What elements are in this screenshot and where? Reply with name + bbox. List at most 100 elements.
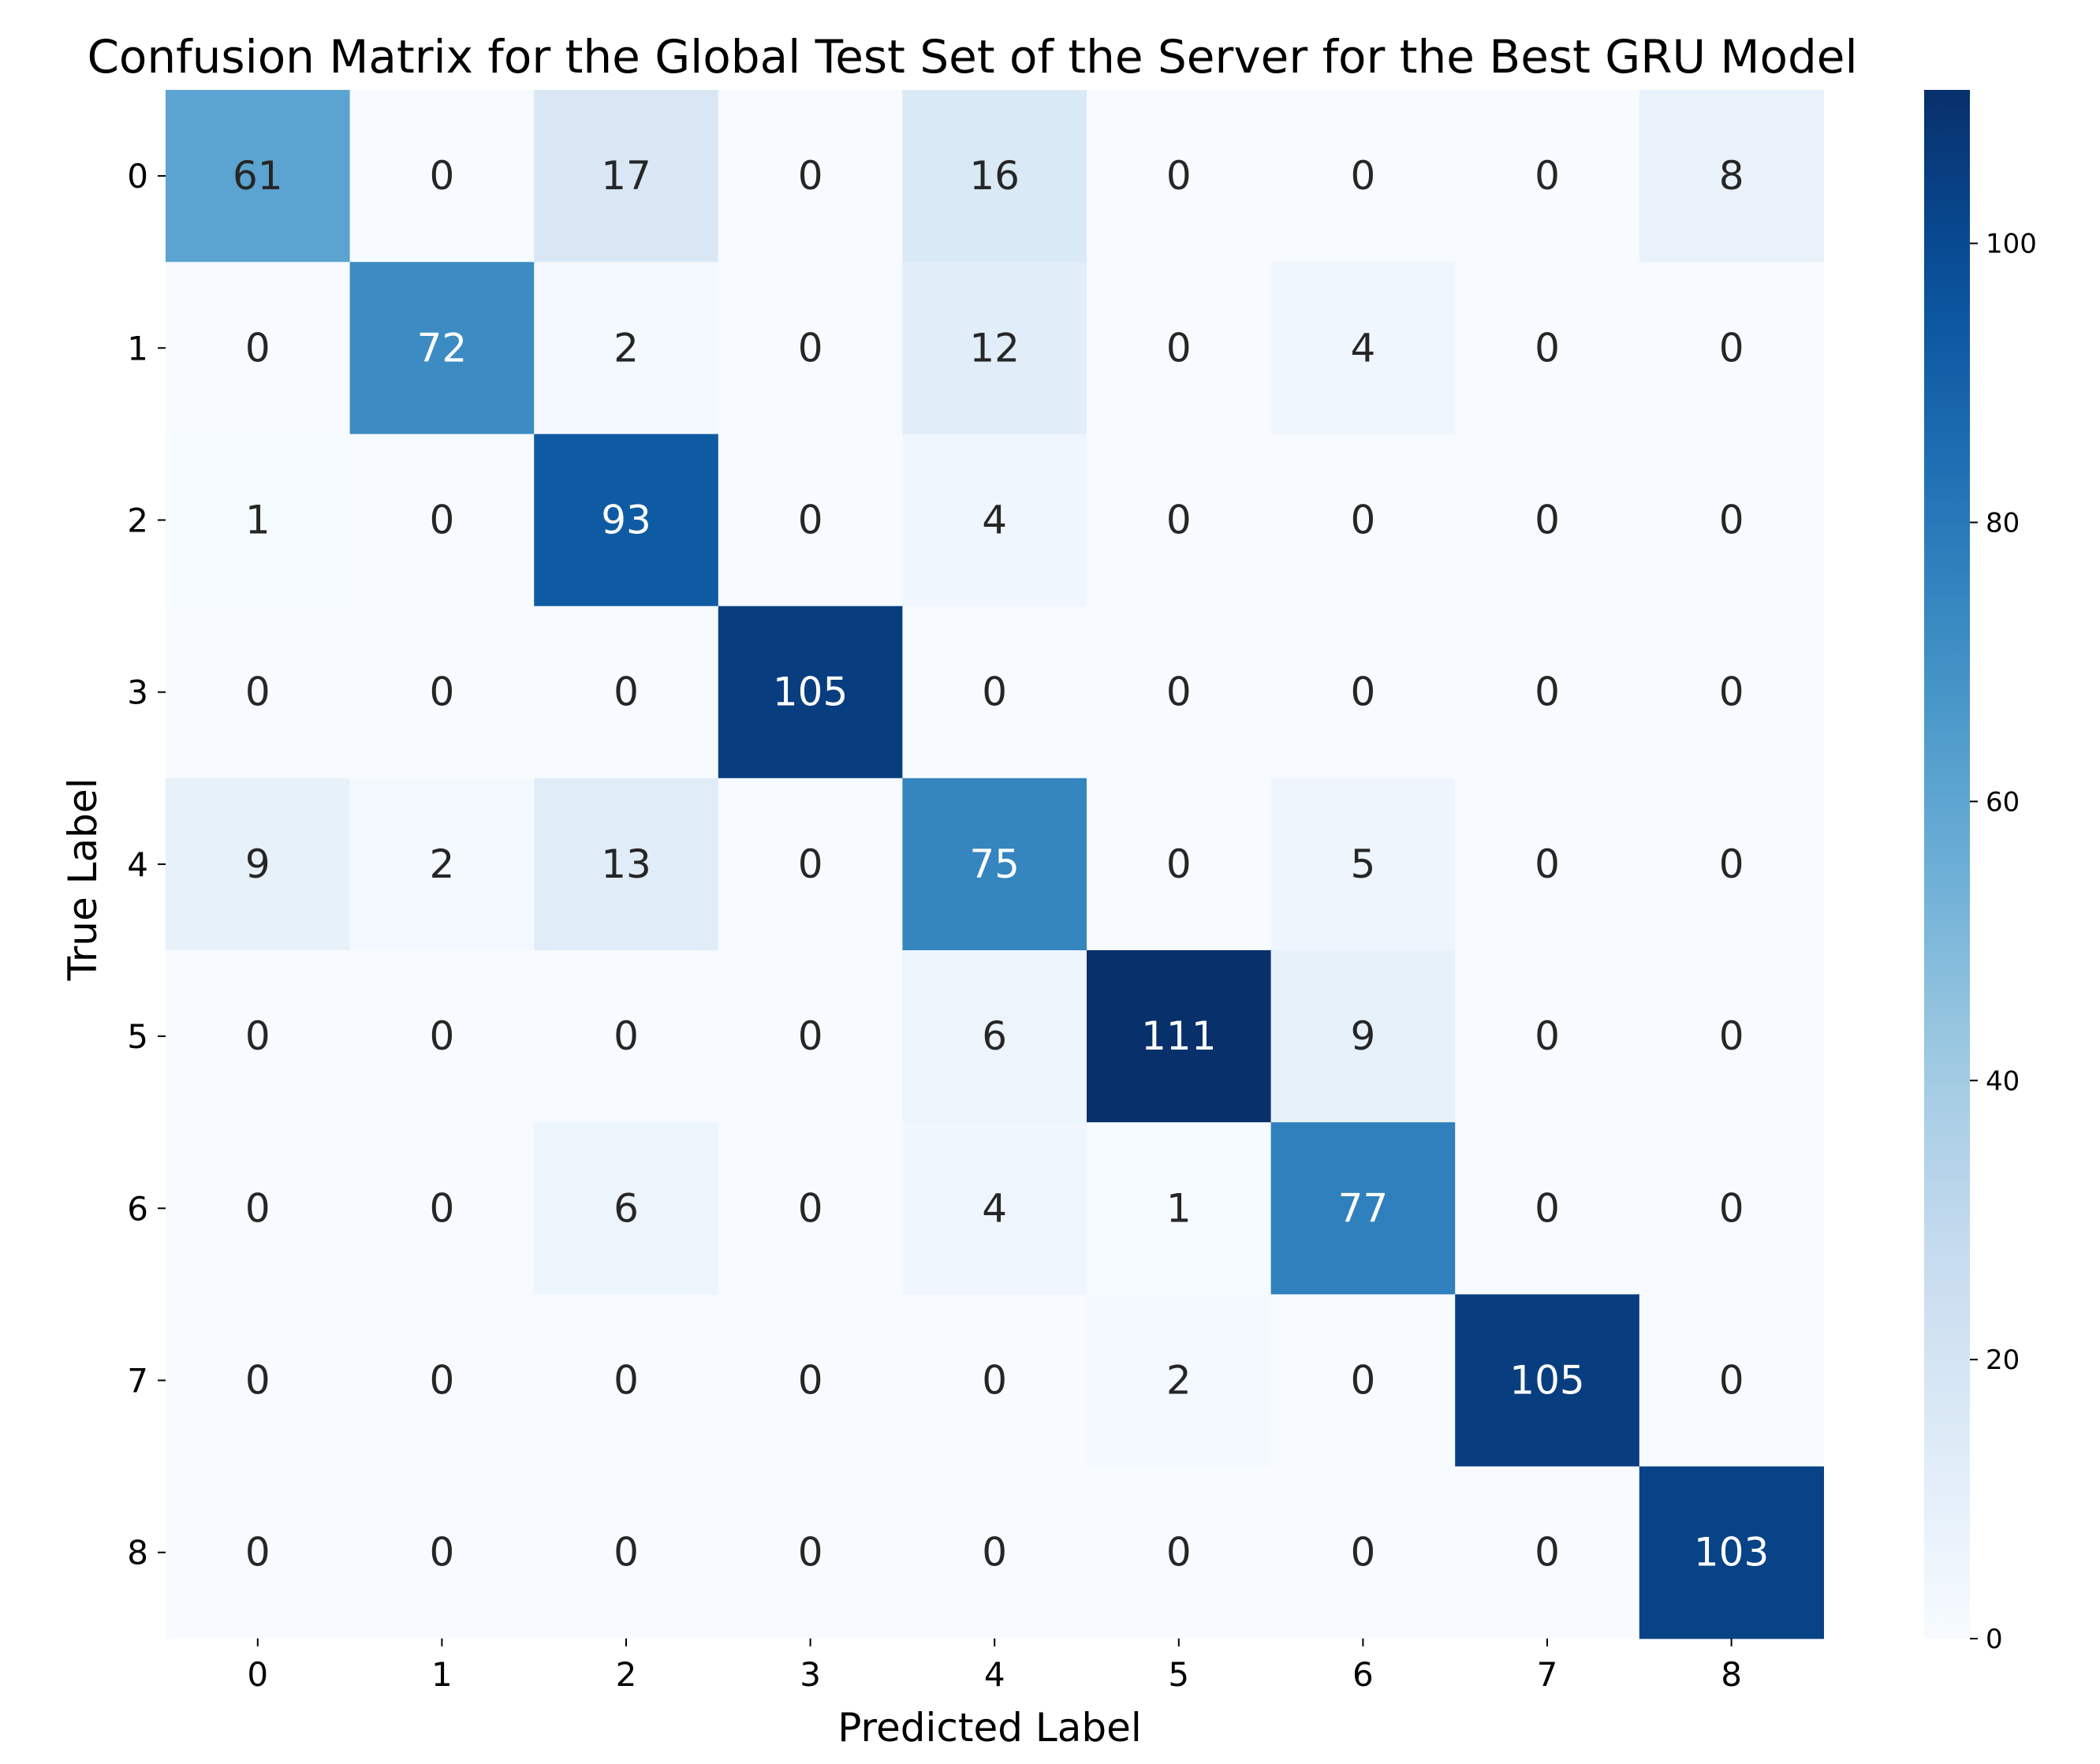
- heatmap-cell: [1639, 950, 1824, 1123]
- heatmap-cell: [166, 434, 351, 607]
- heatmap-cell: [166, 1294, 351, 1468]
- cell-value-label: 4: [982, 1185, 1007, 1231]
- heatmap-cell: [1087, 1294, 1272, 1468]
- heatmap-cell: [1087, 950, 1272, 1123]
- heatmap-cell: [166, 778, 351, 951]
- cell-value-label: 6: [982, 1013, 1007, 1059]
- colorbar-tick-label: 40: [1986, 1065, 2020, 1097]
- cell-value-label: 0: [798, 841, 823, 887]
- x-tick-label: 3: [800, 1655, 821, 1694]
- cell-value-label: 8: [1719, 153, 1744, 199]
- heatmap-cell: [534, 950, 719, 1123]
- heatmap-cell: [1270, 778, 1456, 951]
- cell-value-label: 0: [245, 669, 270, 715]
- cell-value-label: 0: [798, 1185, 823, 1231]
- heatmap-cell: [1639, 1122, 1824, 1295]
- heatmap-cell: [166, 90, 351, 263]
- y-tick-label: 7: [127, 1362, 148, 1400]
- cell-value-label: 0: [429, 669, 454, 715]
- colorbar: [1924, 90, 1970, 1639]
- heatmap-cell: [166, 606, 351, 779]
- heatmap-cell: [166, 262, 351, 434]
- heatmap-cell: [349, 950, 535, 1123]
- heatmap-cell: [534, 434, 719, 607]
- heatmap-cell: [902, 1466, 1087, 1639]
- cell-value-label: 0: [245, 325, 270, 371]
- cell-value-label: 77: [1338, 1185, 1389, 1231]
- y-axis-label: True Label: [60, 778, 106, 982]
- heatmap-cell: [1639, 434, 1824, 607]
- x-tick-label: 7: [1537, 1655, 1558, 1694]
- heatmap-cell: [1087, 90, 1272, 263]
- x-tick-label: 0: [247, 1655, 268, 1694]
- cell-value-label: 0: [1719, 1358, 1744, 1404]
- cell-value-label: 0: [798, 153, 823, 199]
- heatmap-cell: [902, 778, 1087, 951]
- cell-value-label: 12: [969, 325, 1020, 371]
- cell-value-label: 0: [614, 669, 639, 715]
- heatmap-cell: [1270, 1122, 1456, 1295]
- cell-value-label: 0: [1719, 498, 1744, 543]
- heatmap-cell: [718, 1294, 903, 1468]
- heatmap-cell: [1270, 262, 1456, 434]
- cell-value-label: 0: [982, 669, 1007, 715]
- heatmap-cell: [349, 90, 535, 263]
- cell-value-label: 0: [245, 1358, 270, 1404]
- heatmap-cell: [1270, 1294, 1456, 1468]
- heatmap-cell: [1455, 778, 1640, 951]
- heatmap-cell: [1087, 1466, 1272, 1639]
- cell-value-label: 0: [798, 325, 823, 371]
- cell-value-label: 72: [417, 325, 468, 371]
- cell-value-label: 0: [982, 1530, 1007, 1576]
- x-axis-ticks: 0 1 2 3 4 5 6 7 8: [247, 1638, 1742, 1694]
- cell-value-label: 17: [601, 153, 651, 199]
- heatmap-cell: [1270, 1466, 1456, 1639]
- heatmap-cell: [534, 778, 719, 951]
- cell-value-label: 0: [614, 1358, 639, 1404]
- y-tick-label: 2: [127, 502, 148, 540]
- cell-value-label: 0: [245, 1013, 270, 1059]
- cell-value-label: 0: [1350, 669, 1375, 715]
- cell-value-label: 2: [429, 841, 454, 887]
- cell-value-label: 0: [1535, 669, 1560, 715]
- colorbar-tick-label: 20: [1986, 1344, 2020, 1376]
- y-tick-label: 6: [127, 1189, 148, 1228]
- cell-value-label: 1: [1166, 1185, 1192, 1231]
- cell-value-label: 0: [1535, 1185, 1560, 1231]
- heatmap-cells: 61 0 17 0 16 0 0 0 80 72 2 0 12 0 4 0 01 0 93 0 4 0 0 0 00 0 0 105 0…: [166, 90, 1824, 1639]
- heatmap-cell: [718, 778, 903, 951]
- heatmap-cell: [349, 1294, 535, 1468]
- colorbar-ticks: 0 20 40 60 80 100: [1970, 229, 2037, 1655]
- cell-value-label: 0: [1719, 325, 1744, 371]
- cell-value-label: 0: [1535, 1530, 1560, 1576]
- heatmap-cell: [349, 434, 535, 607]
- x-tick-label: 4: [984, 1655, 1005, 1694]
- heatmap-cell: [349, 606, 535, 779]
- cell-value-label: 0: [429, 1013, 454, 1059]
- cell-value-label: 5: [1350, 841, 1375, 887]
- heatmap-cell: [349, 262, 535, 434]
- cell-value-label: 0: [1350, 153, 1375, 199]
- x-tick-label: 2: [616, 1655, 637, 1694]
- x-tick-label: 5: [1168, 1655, 1189, 1694]
- heatmap-cell: [534, 1122, 719, 1295]
- cell-value-label: 0: [429, 1530, 454, 1576]
- cell-value-label: 111: [1141, 1013, 1216, 1059]
- cell-value-label: 4: [1350, 325, 1375, 371]
- heatmap-cell: [1455, 262, 1640, 434]
- colorbar-tick-label: 60: [1986, 786, 2020, 818]
- x-tick-label: 6: [1352, 1655, 1374, 1694]
- heatmap-cell: [1087, 434, 1272, 607]
- y-tick-label: 0: [127, 157, 148, 196]
- cell-value-label: 0: [429, 1185, 454, 1231]
- heatmap-cell: [902, 1122, 1087, 1295]
- heatmap-cell: [1639, 778, 1824, 951]
- heatmap-cell: [902, 90, 1087, 263]
- heatmap-cell: [1270, 90, 1456, 263]
- cell-value-label: 0: [429, 1358, 454, 1404]
- heatmap-cell: [902, 950, 1087, 1123]
- cell-value-label: 0: [1719, 1013, 1744, 1059]
- cell-value-label: 0: [1535, 841, 1560, 887]
- heatmap-cell: [166, 950, 351, 1123]
